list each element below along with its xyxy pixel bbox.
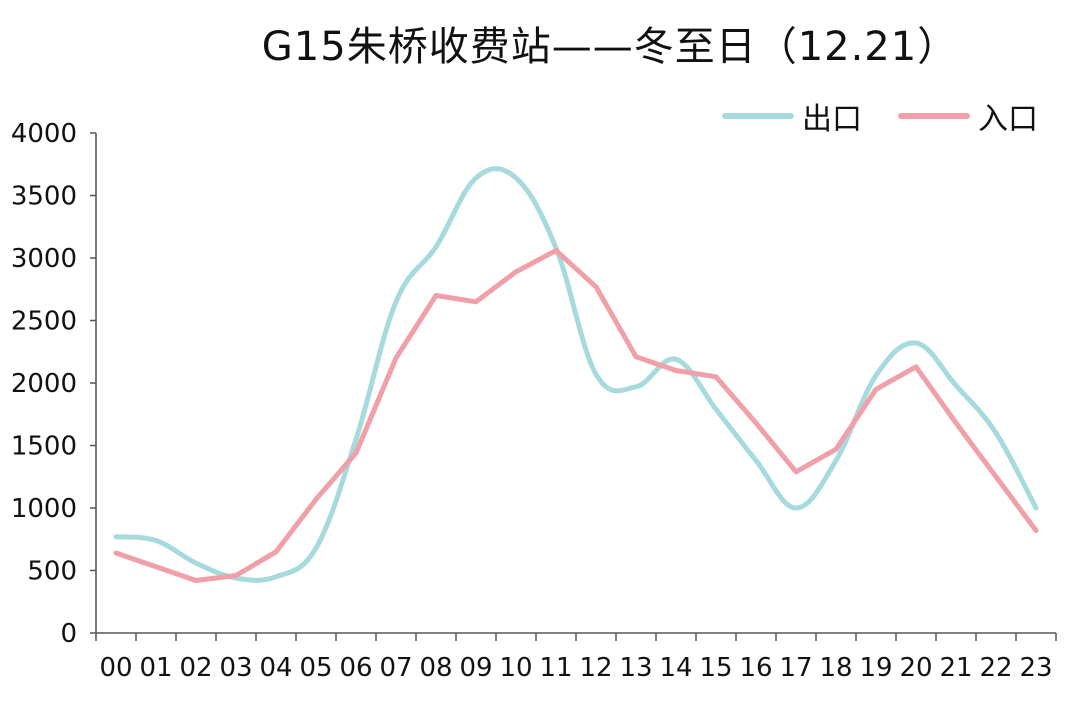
x-tick-label-00: 00 — [99, 653, 132, 683]
y-tick-label-3500: 3500 — [11, 182, 77, 212]
x-tick-label-14: 14 — [659, 653, 692, 683]
x-tick-label-11: 11 — [539, 653, 572, 683]
legend-exit-label: 出口 — [802, 102, 862, 137]
y-tick-label-0: 0 — [60, 619, 77, 649]
x-tick-label-03: 03 — [219, 653, 252, 683]
y-tick-label-3000: 3000 — [11, 244, 77, 274]
x-tick-label-10: 10 — [499, 653, 532, 683]
x-tick-label-13: 13 — [619, 653, 652, 683]
x-tick-label-16: 16 — [739, 653, 772, 683]
x-tick-label-07: 07 — [379, 653, 412, 683]
x-tick-label-09: 09 — [459, 653, 492, 683]
y-tick-label-4000: 4000 — [11, 119, 77, 149]
x-tick-label-22: 22 — [979, 653, 1012, 683]
series-line-exit — [113, 166, 1039, 583]
series-line-entry — [113, 248, 1039, 583]
legend-entry: 入口 — [898, 94, 1038, 138]
x-tick-label-23: 23 — [1019, 653, 1052, 683]
y-tick-label-1500: 1500 — [11, 432, 77, 462]
y-tick-label-1000: 1000 — [11, 494, 77, 524]
y-tick-label-2500: 2500 — [11, 307, 77, 337]
x-tick-label-17: 17 — [779, 653, 812, 683]
legend-entry-swatch — [898, 113, 970, 119]
x-tick-label-18: 18 — [819, 653, 852, 683]
x-tick-label-04: 04 — [259, 653, 292, 683]
x-tick-label-01: 01 — [139, 653, 172, 683]
x-tick-label-02: 02 — [179, 653, 212, 683]
legend-exit-swatch — [722, 113, 794, 119]
y-tick-label-2000: 2000 — [11, 369, 77, 399]
y-tick-label-500: 500 — [27, 557, 77, 587]
legend-exit: 出口 — [722, 94, 862, 138]
legend-entry-label: 入口 — [978, 102, 1038, 137]
chart-title: G15朱桥收费站——冬至日（12.21） — [261, 24, 959, 70]
x-tick-label-12: 12 — [579, 653, 612, 683]
x-tick-label-08: 08 — [419, 653, 452, 683]
x-tick-label-19: 19 — [859, 653, 892, 683]
x-tick-label-21: 21 — [939, 653, 972, 683]
x-tick-label-05: 05 — [299, 653, 332, 683]
x-tick-label-15: 15 — [699, 653, 732, 683]
x-tick-label-06: 06 — [339, 653, 372, 683]
x-tick-label-20: 20 — [899, 653, 932, 683]
